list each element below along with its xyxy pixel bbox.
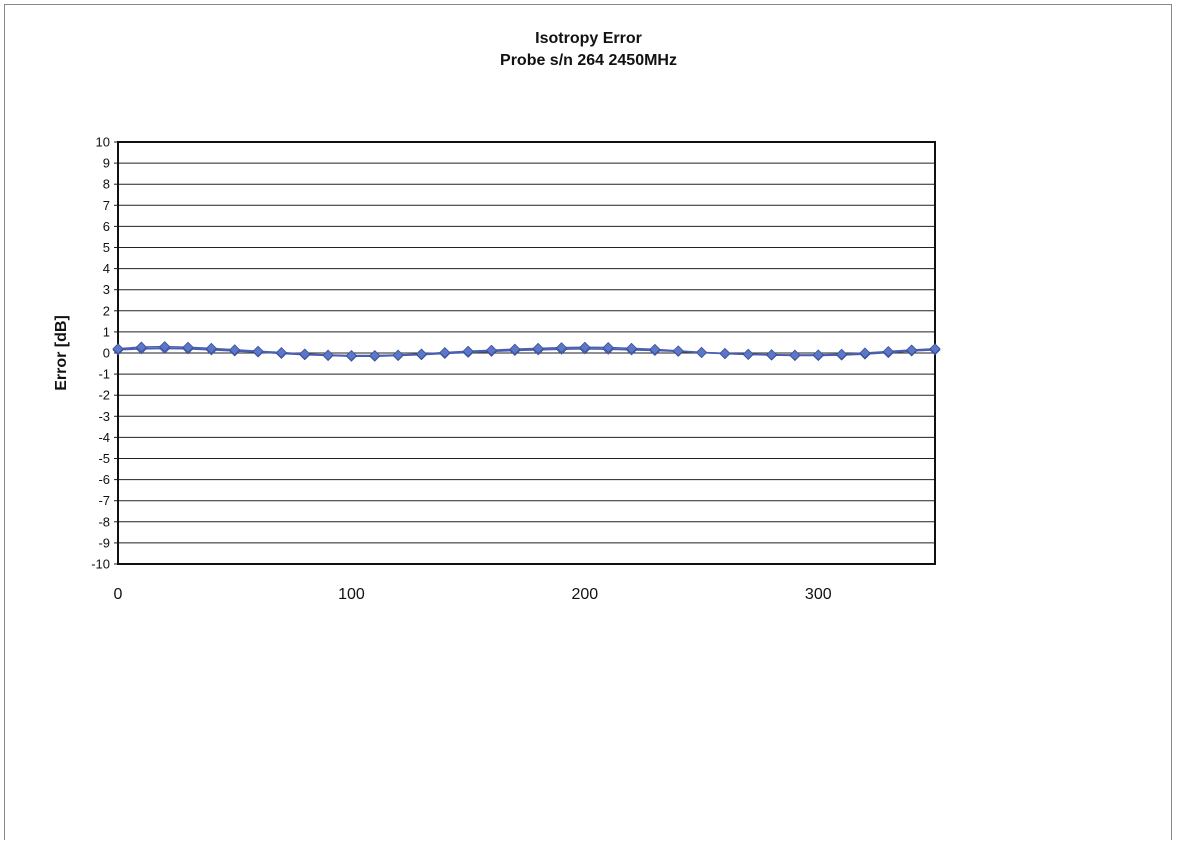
data-point: [789, 349, 801, 361]
y-tick-label: 7: [103, 198, 110, 213]
y-tick-label: -8: [98, 514, 110, 529]
data-point: [322, 349, 334, 361]
series-layer: [112, 341, 941, 362]
x-tick-label: 100: [338, 586, 365, 603]
data-point: [649, 343, 661, 355]
chart-title: Isotropy Error: [535, 30, 642, 47]
data-point: [369, 349, 381, 362]
data-point: [415, 348, 428, 360]
data-point: [205, 342, 217, 354]
data-point: [439, 347, 451, 359]
data-point: [509, 343, 521, 355]
data-point: [602, 341, 614, 354]
data-point: [345, 349, 357, 362]
data-point: [555, 342, 568, 354]
y-tick-label: 3: [103, 282, 110, 297]
y-tick-label: 10: [96, 135, 110, 150]
data-point: [135, 341, 147, 353]
y-tick-label: 0: [103, 346, 110, 361]
y-tick-label: -7: [98, 493, 110, 508]
data-point: [485, 344, 498, 356]
y-tick-label: 4: [103, 261, 110, 276]
data-point: [182, 341, 194, 353]
data-point: [532, 342, 544, 354]
data-point: [836, 348, 848, 360]
y-tick-label: -3: [98, 409, 110, 424]
data-point: [859, 347, 871, 359]
data-point: [229, 344, 241, 356]
data-point: [159, 341, 171, 353]
data-point: [929, 343, 941, 355]
chart-subtitle: Probe s/n 264 2450MHz: [500, 52, 677, 69]
y-tick-label: -10: [91, 557, 110, 572]
chart-frame: [4, 4, 1172, 840]
data-point: [275, 347, 287, 359]
y-tick-label: -5: [98, 451, 110, 466]
data-point: [299, 348, 311, 360]
data-point: [812, 349, 824, 361]
data-point: [672, 345, 684, 357]
x-tick-label: 200: [572, 586, 599, 603]
y-tick-label: -4: [98, 430, 110, 445]
x-tick-label: 300: [805, 586, 832, 603]
x-tick-label: 0: [114, 586, 123, 603]
y-tick-label: -9: [98, 535, 110, 550]
y-tick-label: -6: [98, 472, 110, 487]
y-tick-label: 9: [103, 156, 110, 171]
data-point: [742, 348, 754, 360]
y-tick-label: 6: [103, 219, 110, 234]
data-point: [252, 345, 264, 357]
y-tick-label: -2: [98, 388, 110, 403]
x-tick-labels: 0 100 200 300: [114, 586, 832, 603]
y-tick-label: 5: [103, 240, 110, 255]
data-point: [766, 349, 778, 361]
data-point: [392, 349, 404, 361]
y-tick-label: 8: [103, 177, 110, 192]
data-point: [579, 341, 591, 353]
data-point: [719, 347, 731, 359]
data-point: [696, 346, 708, 358]
data-point: [882, 345, 894, 358]
chart-title-block: Isotropy Error Probe s/n 264 2450MHz: [0, 28, 1177, 72]
data-point: [112, 343, 124, 355]
data-point: [462, 345, 474, 357]
y-tick-label: -1: [98, 367, 110, 382]
data-point: [906, 344, 918, 356]
y-axis-label: Error [dB]: [53, 315, 70, 391]
y-tick-label: 2: [103, 303, 110, 318]
y-tick-label: 1: [103, 324, 110, 339]
data-point: [625, 342, 638, 354]
